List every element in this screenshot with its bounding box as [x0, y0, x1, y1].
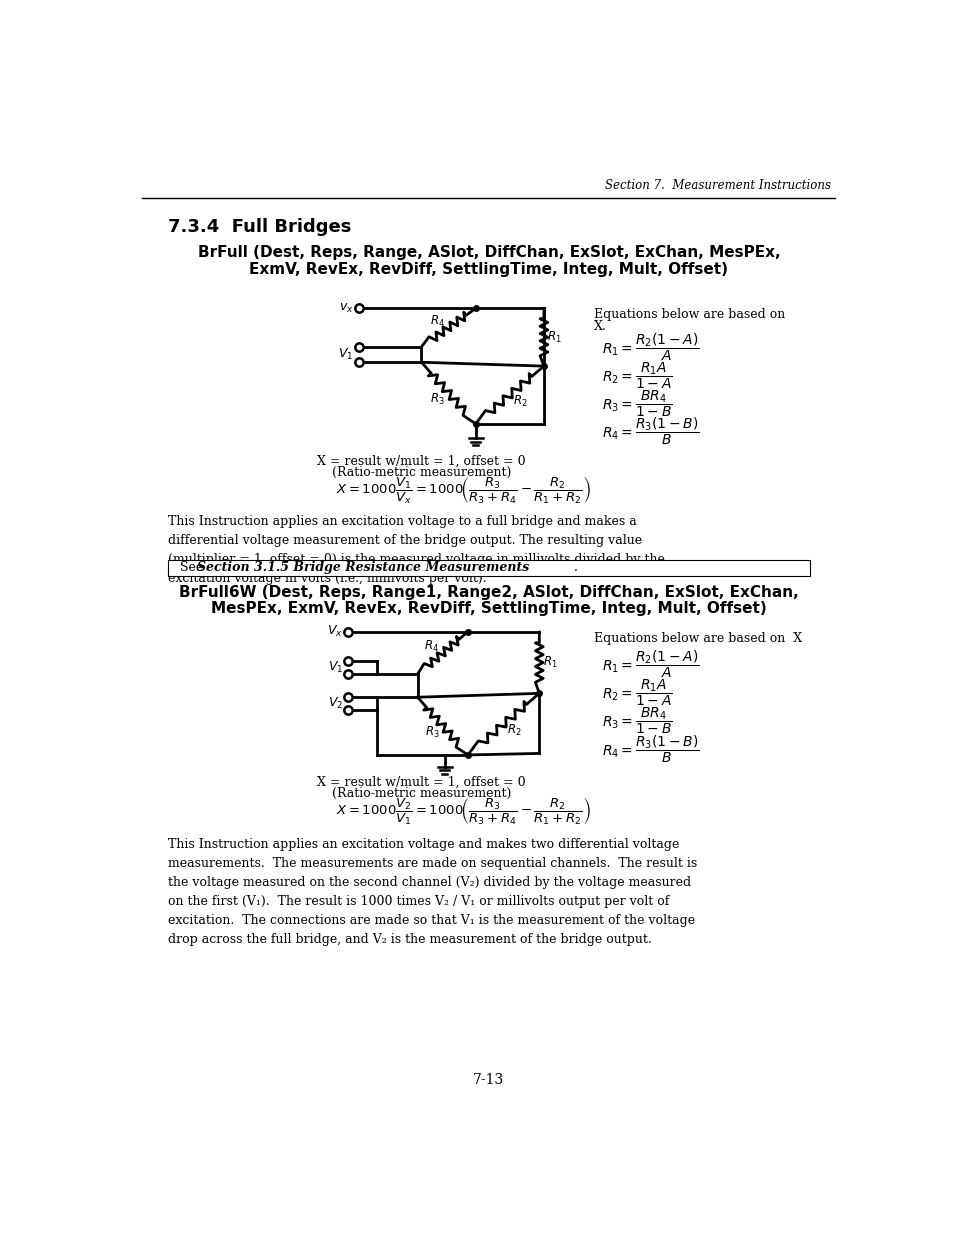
Text: Section 3.1.5 Bridge Resistance Measurements: Section 3.1.5 Bridge Resistance Measurem… [196, 562, 529, 574]
Text: This Instruction applies an excitation voltage to a full bridge and makes a
diff: This Instruction applies an excitation v… [168, 515, 664, 584]
Text: BrFull (Dest, Reps, Range, ASlot, DiffChan, ExSlot, ExChan, MesPEx,: BrFull (Dest, Reps, Range, ASlot, DiffCh… [197, 246, 780, 261]
Text: X = result w/mult = 1, offset = 0: X = result w/mult = 1, offset = 0 [316, 776, 525, 789]
Text: $R_2 = \dfrac{R_1 A}{1-A}$: $R_2 = \dfrac{R_1 A}{1-A}$ [601, 677, 672, 708]
Text: BrFull6W (Dest, Reps, Range1, Range2, ASlot, DiffChan, ExSlot, ExChan,: BrFull6W (Dest, Reps, Range1, Range2, AS… [179, 585, 798, 600]
Text: ExmV, RevEx, RevDiff, SettlingTime, Integ, Mult, Offset): ExmV, RevEx, RevDiff, SettlingTime, Inte… [249, 262, 728, 277]
Text: $R_1 = \dfrac{R_2(1-A)}{A}$: $R_1 = \dfrac{R_2(1-A)}{A}$ [601, 331, 699, 363]
Text: Section 7.  Measurement Instructions: Section 7. Measurement Instructions [604, 179, 830, 191]
Text: X.: X. [594, 320, 606, 333]
Text: $R_4 = \dfrac{R_3(1-B)}{B}$: $R_4 = \dfrac{R_3(1-B)}{B}$ [601, 734, 699, 766]
Text: MesPEx, ExmV, RevEx, RevDiff, SettlingTime, Integ, Mult, Offset): MesPEx, ExmV, RevEx, RevDiff, SettlingTi… [211, 601, 766, 616]
Text: $R_3 = \dfrac{BR_4}{1-B}$: $R_3 = \dfrac{BR_4}{1-B}$ [601, 705, 672, 736]
Text: $V_2$: $V_2$ [328, 697, 343, 711]
Text: This Instruction applies an excitation voltage and makes two differential voltag: This Instruction applies an excitation v… [168, 839, 697, 946]
Text: Equations below are based on  X: Equations below are based on X [594, 632, 801, 645]
Text: $v_x$: $v_x$ [338, 301, 353, 315]
Text: $X = 1000\dfrac{V_1}{V_x} = 1000\!\left(\dfrac{R_3}{R_3+R_4} - \dfrac{R_2}{R_1+R: $X = 1000\dfrac{V_1}{V_x} = 1000\!\left(… [335, 475, 591, 506]
Text: $R_3 = \dfrac{BR_4}{1-B}$: $R_3 = \dfrac{BR_4}{1-B}$ [601, 389, 672, 419]
Text: $R_2$: $R_2$ [513, 394, 527, 409]
Text: 7.3.4  Full Bridges: 7.3.4 Full Bridges [168, 217, 351, 236]
Text: (Ratio-metric measurement): (Ratio-metric measurement) [332, 787, 511, 800]
Text: $R_4 = \dfrac{R_3(1-B)}{B}$: $R_4 = \dfrac{R_3(1-B)}{B}$ [601, 416, 699, 447]
Text: $X = 1000\dfrac{V_2}{V_1} = 1000\!\left(\dfrac{R_3}{R_3+R_4} - \dfrac{R_2}{R_1+R: $X = 1000\dfrac{V_2}{V_1} = 1000\!\left(… [335, 797, 591, 827]
Text: See: See [179, 562, 207, 574]
Text: $R_1$: $R_1$ [547, 330, 561, 345]
Text: X = result w/mult = 1, offset = 0: X = result w/mult = 1, offset = 0 [316, 454, 525, 468]
Text: $V_1$: $V_1$ [328, 659, 343, 676]
Text: (Ratio-metric measurement): (Ratio-metric measurement) [332, 466, 511, 479]
FancyBboxPatch shape [168, 561, 809, 576]
Text: $R_4$: $R_4$ [424, 640, 439, 655]
Text: .: . [573, 562, 577, 574]
Text: $R_3$: $R_3$ [430, 391, 445, 406]
Text: Equations below are based on: Equations below are based on [594, 309, 784, 321]
Text: $V_x$: $V_x$ [327, 624, 343, 640]
Text: $R_1 = \dfrac{R_2(1-A)}{A}$: $R_1 = \dfrac{R_2(1-A)}{A}$ [601, 648, 699, 680]
Text: $R_2$: $R_2$ [507, 722, 521, 737]
Text: $R_4$: $R_4$ [430, 314, 445, 329]
Text: $V_1$: $V_1$ [337, 347, 353, 362]
Text: 7-13: 7-13 [473, 1073, 504, 1087]
Text: $R_1$: $R_1$ [542, 655, 557, 671]
Text: $R_2 = \dfrac{R_1 A}{1-A}$: $R_2 = \dfrac{R_1 A}{1-A}$ [601, 359, 672, 390]
Text: $R_3$: $R_3$ [424, 725, 438, 740]
